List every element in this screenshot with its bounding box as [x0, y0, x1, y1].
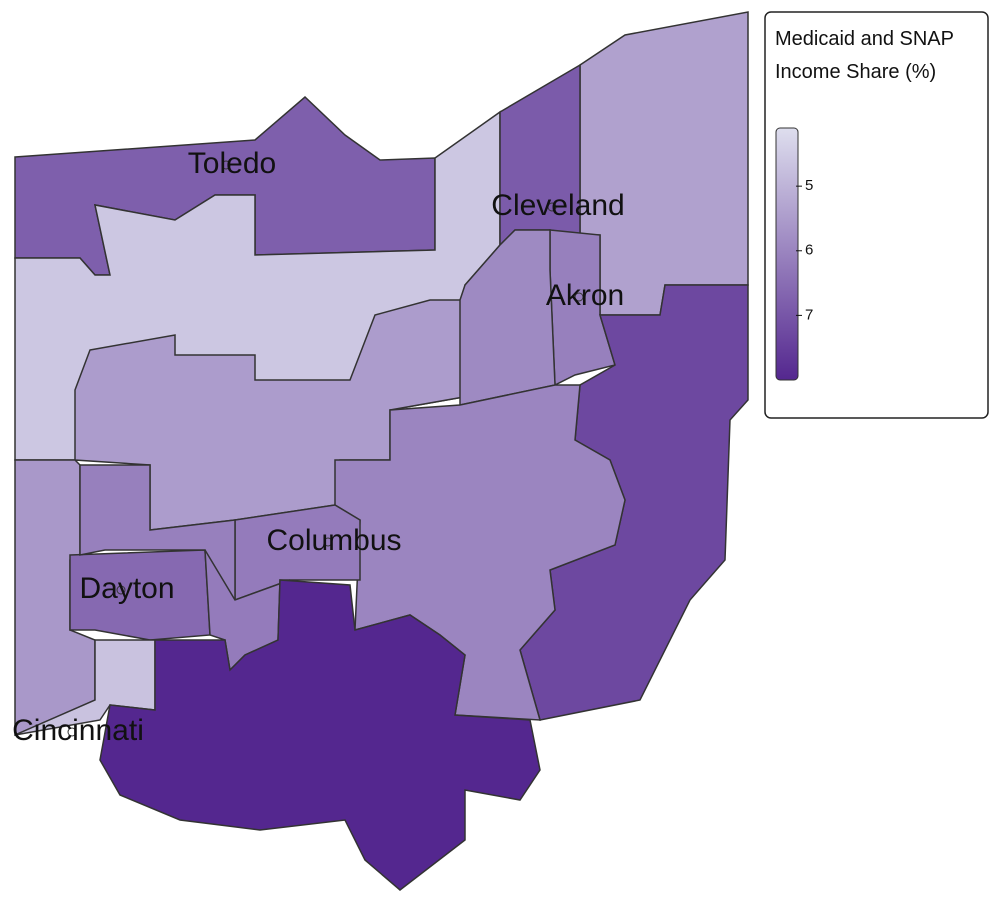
- legend-title: Medicaid and SNAP: [775, 28, 954, 50]
- region: [99, 579, 541, 891]
- legend-tick-label: 5: [805, 177, 813, 194]
- region: [579, 11, 749, 316]
- city-label: Akron: [546, 279, 624, 312]
- color-bar: [775, 127, 799, 381]
- city-label: Cincinnati: [12, 714, 144, 747]
- city-label: Dayton: [79, 572, 174, 605]
- city-marker: [116, 585, 126, 595]
- legend-box: [764, 11, 989, 419]
- legend-tick-label: 6: [805, 242, 813, 259]
- city-marker: [574, 292, 584, 302]
- city-marker: [67, 727, 77, 737]
- legend-title: Income Share (%): [775, 61, 936, 83]
- city-label: Toledo: [188, 147, 276, 180]
- legend-tick-label: 7: [805, 306, 813, 323]
- city-marker: [323, 537, 333, 547]
- city-marker: [221, 160, 231, 170]
- city-label: Columbus: [266, 524, 401, 557]
- city-marker: [547, 202, 557, 212]
- city-label: Cleveland: [491, 189, 624, 222]
